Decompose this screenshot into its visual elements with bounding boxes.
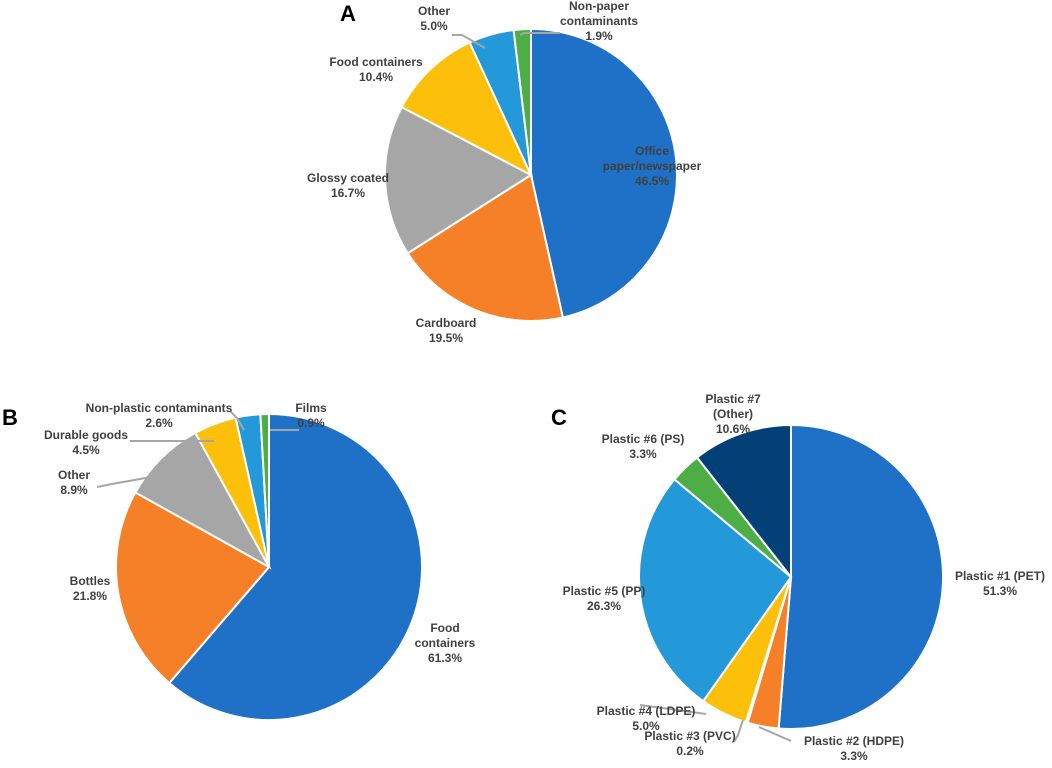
- pie-slice-c-6: [695, 423, 792, 580]
- slice-label-b-1: Bottles 21.8%: [70, 574, 111, 603]
- slice-label-c-1: Plastic #2 (HDPE) 3.3%: [804, 734, 904, 763]
- slice-label-c-6: Plastic #7 (Other) 10.6%: [705, 392, 761, 436]
- slice-label-c-4: Plastic #5 (PP) 26.3%: [563, 584, 646, 613]
- pie-slice-b-1: [115, 491, 271, 685]
- slice-label-c-2: Plastic #3 (PVC) 0.2%: [644, 729, 735, 758]
- pie-slice-a-0: [530, 27, 678, 319]
- pie-slice-a-5: [512, 27, 532, 176]
- pie-slice-a-2: [384, 105, 533, 255]
- leader-line-a-4: [452, 34, 486, 49]
- pie-slice-b-2: [134, 431, 272, 570]
- pie-slice-a-1: [406, 173, 565, 322]
- leader-line-a-5: [519, 32, 560, 36]
- panel-letter-b: B: [2, 405, 18, 430]
- pie-slice-c-0: [777, 423, 944, 730]
- slice-label-a-3: Food containers 10.4%: [329, 55, 423, 84]
- leader-line-c-3: [639, 704, 707, 715]
- slice-label-b-4: Non-plastic contaminants 2.6%: [86, 401, 233, 430]
- panel-letter-a: A: [340, 1, 356, 26]
- slice-label-c-5: Plastic #6 (PS) 3.3%: [602, 432, 685, 461]
- panel-letter-c: C: [551, 405, 567, 430]
- pie-slice-b-0: [167, 412, 423, 721]
- slice-label-b-2: Other 8.9%: [58, 468, 90, 497]
- slice-label-a-0: Office paper/newspaper 46.5%: [603, 144, 702, 188]
- slice-label-a-1: Cardboard 19.5%: [416, 316, 477, 345]
- slice-label-c-0: Plastic #1 (PET) 51.3%: [955, 569, 1045, 598]
- pie-chart-b: B Food containers 61.3% Bottles 21.8% Other 8.9…: [2, 401, 476, 721]
- leader-line-b-4: [229, 410, 245, 431]
- slice-label-b-0: Food containers 61.3%: [415, 621, 476, 665]
- slice-label-a-5: Non-paper contaminants 1.9%: [560, 0, 638, 43]
- pie-slice-b-5: [259, 412, 270, 568]
- pie-slice-a-3: [400, 41, 534, 178]
- slice-label-b-5: Films 0.9%: [295, 401, 327, 430]
- pie-chart-a: A Office paper/newspaper 46.5% Cardboard 19.5…: [307, 0, 702, 345]
- pie-chart-c: C Plastic #1 (PET) 51.3% Plastic #2 (HDPE) 3…: [551, 392, 1045, 763]
- slice-label-b-3: Durable goods 4.5%: [44, 428, 128, 457]
- pie-slice-c-4: [638, 477, 793, 703]
- leader-line-b-2: [96, 473, 169, 488]
- leader-line-c-2: [733, 719, 744, 743]
- slice-label-a-2: Glossy coated 16.7%: [307, 171, 389, 200]
- slice-label-c-3: Plastic #4 (LDPE) 5.0%: [597, 704, 696, 733]
- slice-label-a-4: Other 5.0%: [418, 4, 450, 33]
- leader-line-c-1: [758, 726, 792, 742]
